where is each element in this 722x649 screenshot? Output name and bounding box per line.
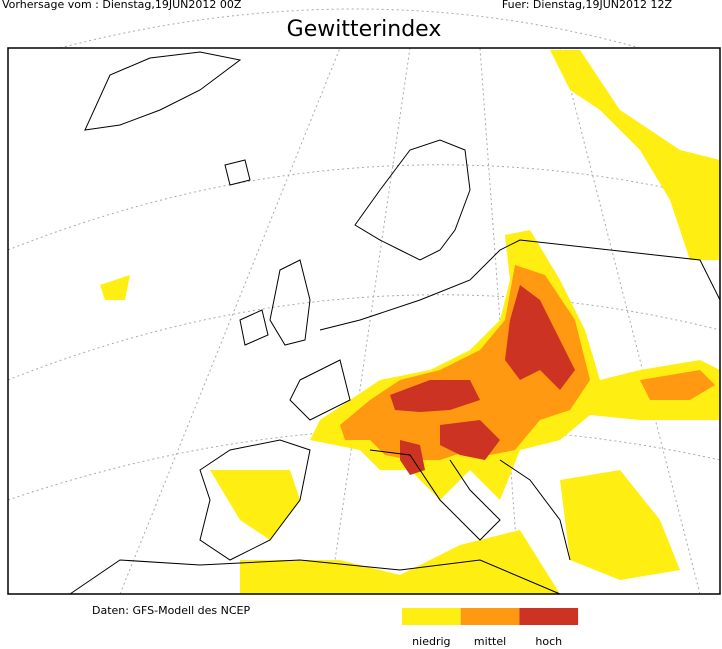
legend-swatch <box>402 608 461 625</box>
legend-label: mittel <box>474 635 506 648</box>
legend-label: hoch <box>535 635 562 648</box>
map-title: Gewitterindex <box>287 17 442 42</box>
run-time: Vorhersage vom : Dienstag,19JUN2012 00Z <box>2 0 242 11</box>
legend: niedrig mittel hoch <box>402 608 579 648</box>
legend-swatch <box>519 608 579 625</box>
legend-swatch <box>460 608 520 625</box>
storm-index-areas <box>100 50 720 594</box>
legend-label: niedrig <box>412 635 450 648</box>
data-source: Daten: GFS-Modell des NCEP <box>92 604 250 617</box>
valid-time: Fuer: Dienstag,19JUN2012 12Z <box>502 0 673 11</box>
map-frame <box>7 47 721 595</box>
coastlines <box>69 51 721 595</box>
map <box>7 8 721 595</box>
